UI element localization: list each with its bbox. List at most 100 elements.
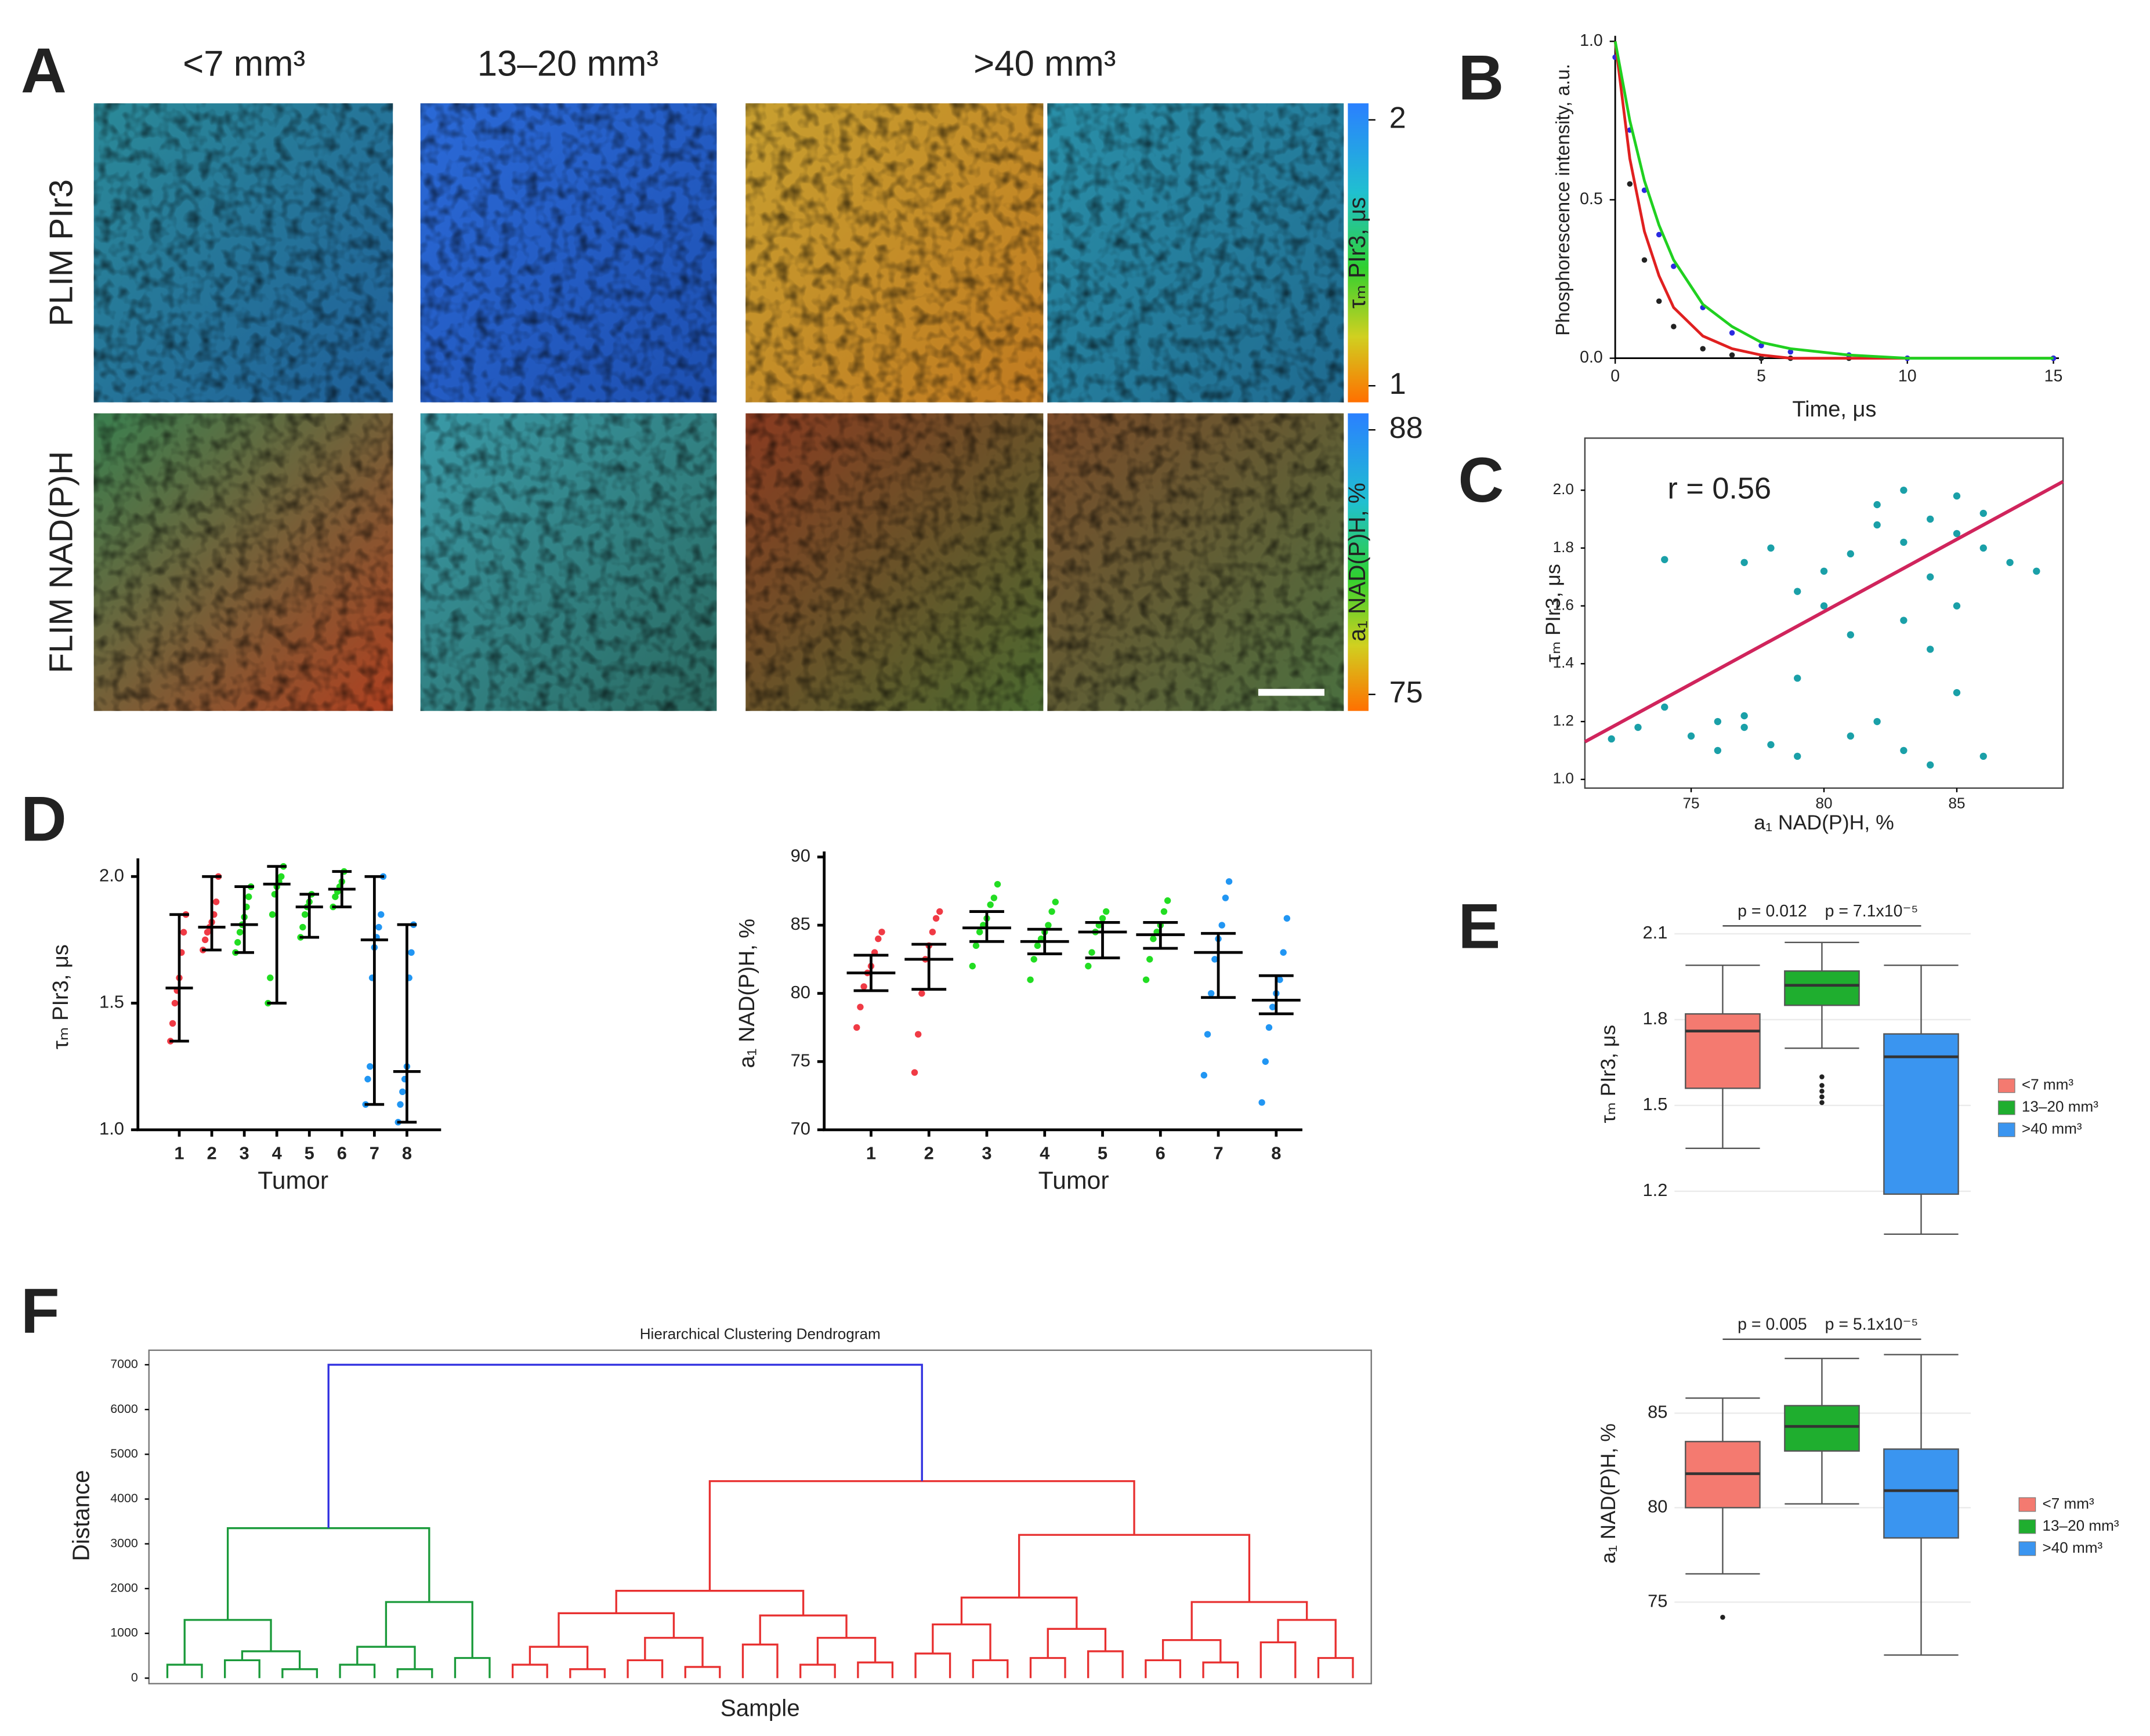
data-point [1634,723,1642,731]
x-axis-label: Sample [721,1695,800,1721]
column-title: 13–20 mm³ [477,44,658,84]
data-point [332,893,339,900]
y-axis-label: Phosphorescence intensity, a.u. [1552,64,1574,336]
data-point [936,908,943,915]
data-point [1150,935,1157,943]
data-point [911,1069,918,1076]
box [1883,1033,1959,1195]
data-point [408,949,415,956]
data-point [1927,646,1934,653]
data-point [1787,349,1794,355]
data-point [1142,976,1150,983]
data-point [1900,746,1908,755]
x-tick-label: 1 [174,1143,184,1164]
data-point [1820,602,1828,610]
data-point [1225,878,1233,885]
y-tick-label: 1.5 [99,992,124,1012]
outlier [1819,1074,1825,1079]
data-point [299,923,306,931]
data-point [278,873,285,880]
x-tick-label: 4 [1040,1143,1049,1164]
data-point [1048,908,1055,915]
legend-label: <7 mm³ [2043,1495,2095,1512]
data-point [1164,897,1171,904]
x-tick-label: 7 [1213,1143,1223,1164]
data-point [1283,915,1291,922]
annotation: p = 0.012 [1738,902,1807,920]
dendrogram-link [454,1657,491,1679]
data-point [1794,588,1801,595]
colorbar-tick-label: 2 [1389,101,1406,135]
data-point [1758,355,1764,361]
y-tick-label: 90 [791,846,810,866]
y-tick-label: 2.0 [1553,480,1574,498]
data-point [1045,922,1052,929]
data-point [1953,602,1961,610]
dendrogram-link [759,1614,848,1645]
data-point [378,911,385,918]
dendrogram-link [226,1527,430,1620]
y-tick-label: 1.0 [1580,31,1603,50]
micrograph-texture [745,413,1044,711]
data-point [399,1088,406,1096]
data-point [1608,735,1615,743]
data-point [1979,752,1987,760]
y-tick-label: 85 [791,914,810,934]
annotation: p = 0.005 [1738,1315,1807,1334]
micrograph-texture [420,103,717,403]
data-point [1085,962,1092,970]
y-tick-label: 4000 [110,1491,138,1505]
y-tick-label: 6000 [110,1402,138,1416]
data-point [364,1075,371,1083]
data-point [169,1020,176,1027]
data-point [234,939,241,946]
legend-swatch [2018,1497,2036,1512]
dendrogram-link [857,1661,894,1679]
row-label: FLIM NAD(P)H [43,451,80,673]
y-axis-label: a₁ NAD(P)H, % [735,919,759,1068]
data-point [1953,492,1961,500]
data-point [972,942,980,949]
panel-letter: B [1458,42,1504,113]
dendrogram-link [327,1364,923,1528]
box [1784,970,1860,1006]
data-point [875,935,882,943]
decay-curve [1613,41,2054,360]
micrograph-texture [420,413,717,711]
outlier [1720,1615,1725,1620]
row-label: PLIM PIr3 [43,179,80,326]
colorbar [1348,103,1369,403]
micrograph-texture [93,103,393,403]
data-point [1767,544,1775,552]
panel-letter: C [1458,445,1504,516]
data-point [1927,573,1934,581]
y-tick-label: 1.0 [1553,770,1574,787]
column-title: >40 mm³ [973,44,1116,84]
y-tick-label: 75 [1648,1590,1667,1611]
panel-letter: F [21,1275,60,1346]
y-axis-label: a₁ NAD(P)H, % [1597,1423,1620,1564]
y-tick-label: 1.8 [1642,1008,1667,1028]
x-tick-label: 2 [924,1143,934,1164]
panel-letter: D [21,784,67,854]
x-tick-label: 5 [1757,367,1766,385]
colorbar-tick-label: 1 [1389,367,1406,401]
x-tick-label: 2 [207,1143,216,1164]
data-point [1265,1024,1273,1031]
outlier [1819,1100,1825,1106]
data-point [1900,486,1908,494]
x-tick-label: 6 [1156,1143,1166,1164]
data-point [1740,723,1748,731]
y-tick-label: 85 [1648,1402,1667,1422]
legend-swatch [1997,1100,2015,1115]
outlier [1819,1094,1825,1100]
data-point [1820,567,1828,575]
data-point [1262,1058,1269,1065]
y-tick-label: 7000 [110,1357,138,1371]
y-tick-label: 0.5 [1580,190,1603,208]
data-point [1160,908,1168,915]
data-point [1767,741,1775,749]
data-point [180,929,187,936]
data-point [1656,298,1662,305]
x-tick-label: 8 [1271,1143,1281,1164]
